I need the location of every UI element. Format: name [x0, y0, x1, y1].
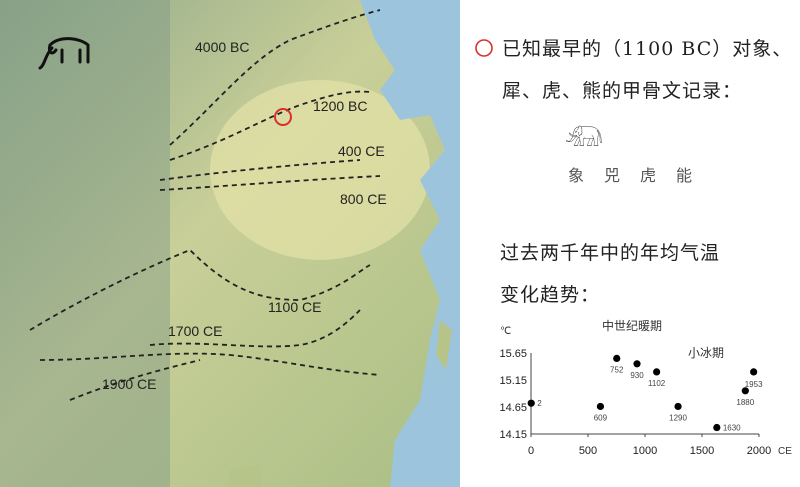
data-label: 2	[537, 399, 542, 408]
x-tick-label: 500	[579, 445, 597, 457]
anyang-marker	[274, 108, 292, 126]
temperature-scatter-chart: ℃ 中世纪暖期 小冰期 CE 0 500 1000 1500 2000 14.15 14.6…	[499, 318, 792, 457]
glyph-name: 虎	[640, 166, 677, 185]
data-point	[613, 354, 621, 362]
label-1200bc: 1200 BC	[313, 98, 367, 114]
chart-heading-2: 变化趋势：	[500, 284, 601, 306]
x-tick-label: 1000	[633, 445, 657, 457]
label-4000bc: 4000 BC	[195, 39, 249, 55]
y-tick-label: 15.65	[499, 348, 527, 360]
oracle-bone-glyphs: 𓃰	[565, 118, 617, 154]
x-axis-label: CE	[778, 446, 792, 457]
oracle-glyph-elephant: 𓃰	[565, 127, 618, 152]
map-china-range: 4000 BC 1200 BC 400 CE 800 CE 1100 CE 17…	[0, 0, 460, 487]
glyph-name: 兕	[604, 166, 641, 185]
x-tick-label: 1500	[690, 445, 714, 457]
data-label: 1630	[723, 424, 741, 433]
circle-marker-icon	[475, 39, 493, 57]
annotation-little-ice-age: 小冰期	[688, 346, 724, 360]
label-1900ce: 1900 CE	[102, 376, 156, 392]
data-label: 1102	[648, 379, 666, 388]
annotation-medieval-warm: 中世纪暖期	[602, 318, 662, 333]
data-point	[527, 399, 535, 407]
data-point	[713, 423, 721, 432]
x-tick-label: 2000	[747, 445, 771, 457]
x-tick-label: 0	[528, 445, 534, 457]
y-tick-label: 14.65	[499, 402, 527, 414]
data-point	[674, 402, 682, 411]
glyph-name: 象	[568, 166, 605, 185]
glyph-names: 象兕虎能	[568, 162, 712, 186]
oracle-text-line1: 已知最早的（1100 BC）对象、	[502, 38, 793, 60]
data-label: 609	[594, 413, 608, 422]
data-point	[633, 360, 641, 368]
data-point	[741, 387, 749, 395]
y-axis-label: ℃	[500, 326, 511, 337]
label-1700ce: 1700 CE	[168, 323, 222, 339]
label-800ce: 800 CE	[340, 191, 387, 207]
range-labels: 4000 BC 1200 BC 400 CE 800 CE 1100 CE 17…	[102, 39, 387, 392]
data-point	[750, 368, 758, 376]
sea	[360, 0, 460, 487]
chart-heading-1: 过去两千年中的年均气温	[500, 242, 721, 264]
data-label: 752	[610, 365, 624, 374]
glyph-name: 能	[676, 166, 713, 185]
y-tick-label: 14.15	[499, 429, 527, 441]
data-point	[653, 368, 661, 376]
range-lines	[29, 9, 381, 401]
oracle-text-line2: 犀、虎、熊的甲骨文记录：	[502, 80, 743, 102]
data-label: 1290	[669, 413, 687, 422]
data-label: 1880	[736, 398, 754, 407]
elephant-icon	[38, 37, 90, 70]
data-point	[596, 402, 605, 411]
label-1100ce: 1100 CE	[268, 299, 321, 315]
label-400ce: 400 CE	[338, 143, 385, 159]
data-label: 930	[630, 371, 644, 380]
data-label: 1953	[745, 380, 763, 389]
y-tick-label: 15.15	[499, 375, 527, 387]
